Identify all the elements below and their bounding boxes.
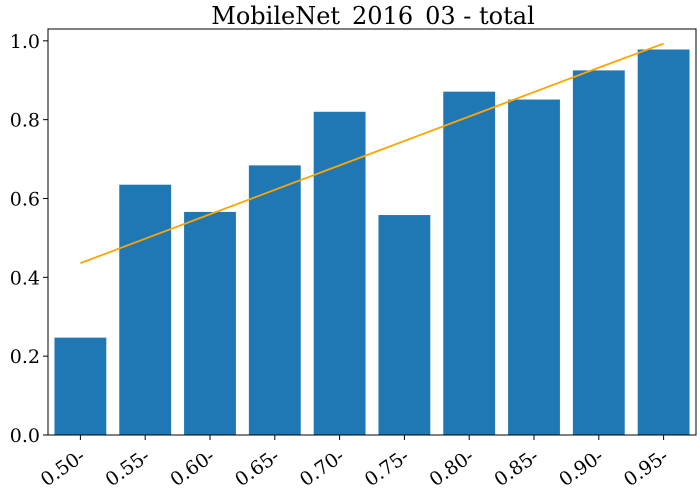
y-tick-label: 0.2 xyxy=(10,346,40,368)
bar xyxy=(248,165,301,435)
bar xyxy=(378,215,431,435)
x-tick-label: 0.50- xyxy=(37,445,90,491)
y-tick-label: 1.0 xyxy=(10,31,40,53)
bar xyxy=(508,99,560,435)
x-tick-label: 0.90- xyxy=(555,445,608,491)
chart-title: MobileNet_2016_03 - total xyxy=(211,2,535,30)
bar xyxy=(572,70,625,435)
x-tick-label: 0.95- xyxy=(620,445,673,491)
bar xyxy=(119,184,172,435)
x-tick-label: 0.60- xyxy=(166,445,219,491)
x-tick-label: 0.80- xyxy=(426,445,479,491)
x-tick-label: 0.65- xyxy=(231,445,284,491)
y-tick-label: 0.6 xyxy=(10,188,40,210)
x-tick-label: 0.70- xyxy=(296,445,349,491)
bars-group xyxy=(54,49,690,436)
x-tick-label: 0.55- xyxy=(102,445,155,491)
bar xyxy=(637,49,690,435)
trend-line-group xyxy=(80,42,664,264)
y-tick-label: 0.8 xyxy=(10,110,40,132)
bar xyxy=(184,211,236,435)
trend-line xyxy=(80,42,664,264)
x-tick-label: 0.75- xyxy=(361,445,414,491)
x-axis: 0.50- 0.55- 0.60- 0.65- 0.70- 0.75- 0.80- 0.85-… xyxy=(37,435,673,491)
plot-frame xyxy=(47,28,697,436)
y-tick-label: 0.0 xyxy=(10,425,40,447)
bar xyxy=(54,337,107,435)
y-axis: 0.0 0.2 0.4 0.6 0.8 1.0 xyxy=(10,31,48,447)
bar xyxy=(443,91,496,436)
y-tick-label: 0.4 xyxy=(10,267,40,289)
bar xyxy=(313,111,366,435)
x-tick-label: 0.85- xyxy=(490,445,543,491)
